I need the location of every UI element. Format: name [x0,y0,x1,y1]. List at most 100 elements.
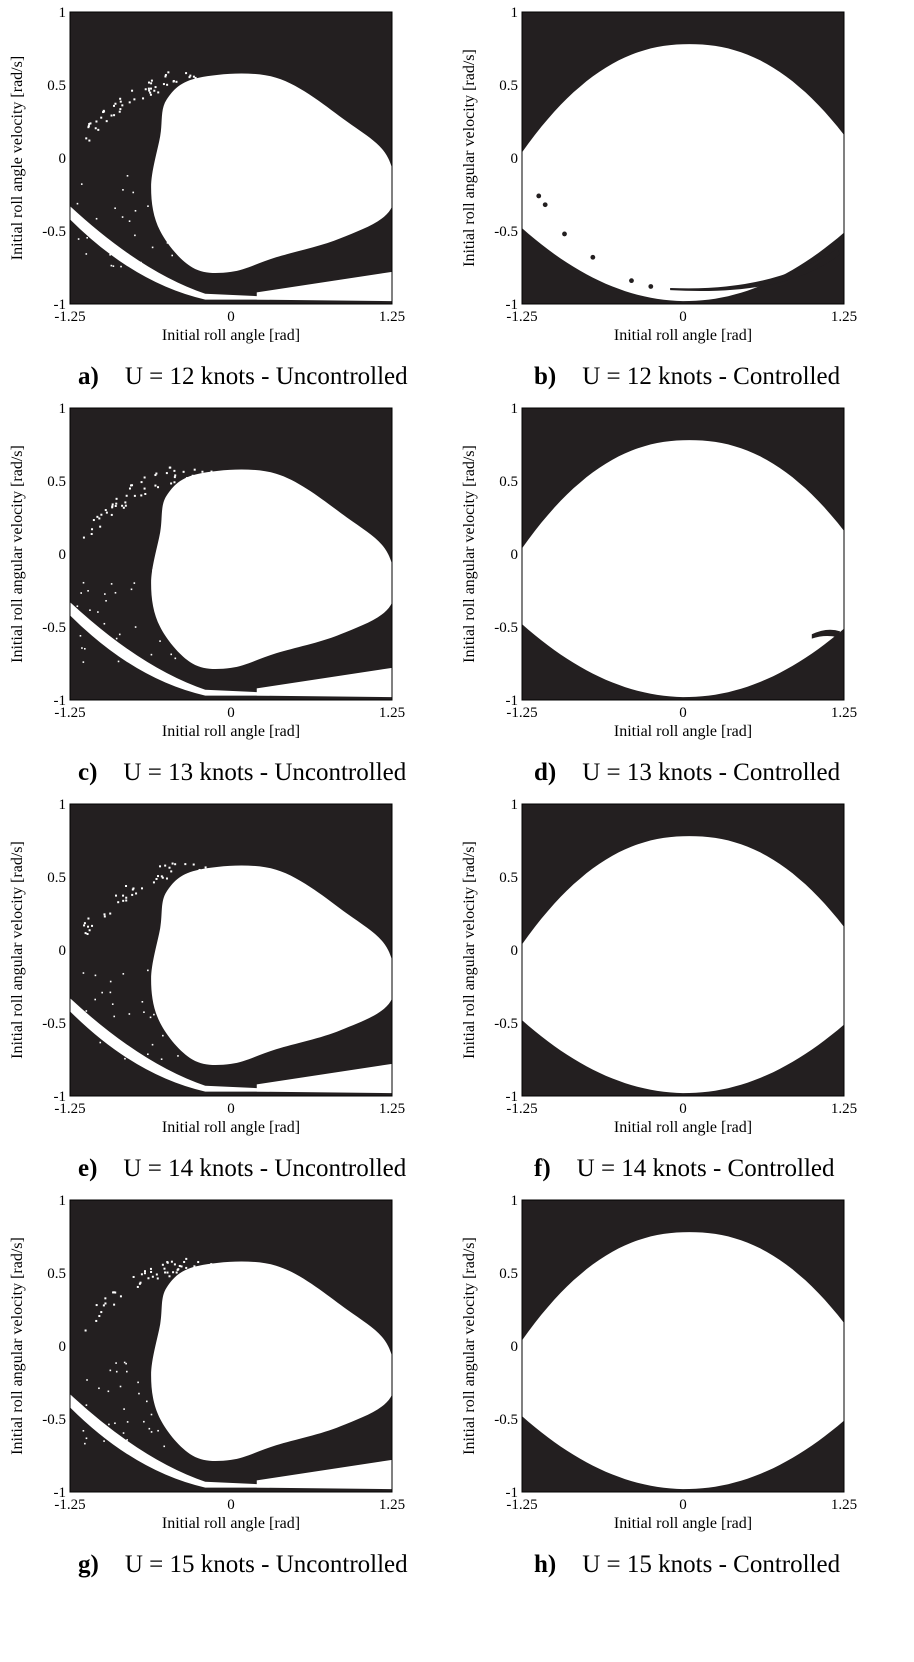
safe-speck [228,485,231,488]
safe-speck [224,93,227,96]
y-tick-label: 1 [59,1193,67,1209]
safe-speck [94,127,97,130]
panel-title: U = 12 knots - Controlled [582,363,841,390]
safe-speck [151,246,154,249]
safe-speck [85,137,88,140]
safe-speck [91,528,94,531]
safe-speck [189,624,192,627]
safe-speck [199,1273,202,1276]
safe-speck [124,504,127,507]
x-axis-label: Initial roll angle [rad] [614,1515,752,1532]
y-tick-label: 0 [59,547,67,563]
safe-speck [202,475,205,478]
x-tick-label: 1.25 [379,1101,405,1117]
safe-speck [77,238,80,240]
safe-speck [85,253,88,255]
safe-speck [140,481,143,484]
safe-speck [198,873,201,876]
safe-speck [225,487,228,490]
safe-speck [110,513,113,516]
y-tick-label: 0.5 [47,870,66,886]
safe-speck [125,494,128,497]
capsize-point [590,254,596,260]
capsize-point [536,193,542,199]
safe-speck [136,1285,139,1288]
safe-speck [143,1270,146,1273]
safe-speck [159,865,162,868]
safe-speck [175,80,178,83]
x-axis-label: Initial roll angle [rad] [162,723,300,740]
safe-speck [187,875,190,878]
safe-speck [147,87,150,90]
safe-speck [157,486,160,489]
safe-speck [88,929,91,932]
safe-speck [143,487,146,490]
y-axis-label: Initial roll angular velocity [rad/s] [461,841,478,1059]
safe-speck [163,1445,166,1448]
safe-speck [174,657,177,660]
safe-speck [110,264,113,267]
safe-speck [111,505,114,508]
y-axis-label: Initial roll angular velocity [rad/s] [9,1237,26,1455]
capsize-region-bottom [522,1020,844,1096]
safe-speck [227,891,230,894]
x-tick-label: 1.25 [379,309,405,325]
safe-speck [113,114,116,117]
y-tick-label: 1 [511,5,519,21]
safe-speck [193,1027,196,1029]
safe-speck [143,1011,145,1013]
x-tick-label: 1.25 [831,705,857,721]
safe-speck [104,509,107,512]
safe-speck [88,123,91,126]
safe-speck [140,1273,143,1276]
safe-speck [150,653,153,656]
capsize-stripe [670,248,841,292]
y-tick-label: 0.5 [499,1266,518,1282]
safe-speck [102,1304,105,1307]
safe-speck [195,1045,197,1048]
safe-speck [147,1277,150,1280]
safe-speck [131,888,134,891]
basin-chart: -1.25 0 1.25 -1 -0.5 0 0.5 1 Initial roll angle … [461,401,857,740]
safe-speck [185,221,187,224]
safe-speck [109,912,112,915]
y-tick-label: 0 [511,943,519,959]
safe-speck [87,126,90,129]
safe-speck [131,893,134,896]
safe-speck [82,661,85,663]
safe-speck [156,1277,159,1280]
safe-speck [167,623,170,626]
safe-speck [144,492,147,495]
safe-speck [171,254,174,257]
safe-band [70,1394,270,1488]
safe-speck [184,207,186,209]
safe-speck [126,1421,129,1423]
panel-caption: a) U = 12 knots - Uncontrolled [78,363,408,391]
safe-speck [185,1257,188,1260]
x-tick-label: 0 [679,309,687,325]
capsize-region-bottom [522,1416,844,1492]
safe-speck [117,901,120,904]
safe-speck [95,217,98,220]
safe-speck [175,1271,178,1274]
x-tick-label: 0 [679,1497,687,1513]
safe-speck [235,886,238,889]
safe-speck [98,1315,101,1318]
safe-speck [205,1271,208,1274]
safe-corner [256,271,392,302]
safe-speck [84,647,86,650]
safe-speck [125,1362,127,1365]
safe-speck [178,86,181,89]
x-tick-label: 1.25 [379,705,405,721]
safe-speck [80,620,82,623]
basin-chart: -1.25 0 1.25 -1 -0.5 0 0.5 1 Initial roll angle … [461,1193,857,1532]
safe-speck [173,481,176,484]
safe-speck [124,1057,126,1060]
y-tick-label: -0.5 [42,620,66,636]
safe-speck [184,863,187,866]
safe-speck [166,242,169,244]
safe-speck [91,924,94,927]
safe-speck [195,220,197,223]
safe-speck [180,878,183,881]
safe-speck [178,1264,181,1267]
